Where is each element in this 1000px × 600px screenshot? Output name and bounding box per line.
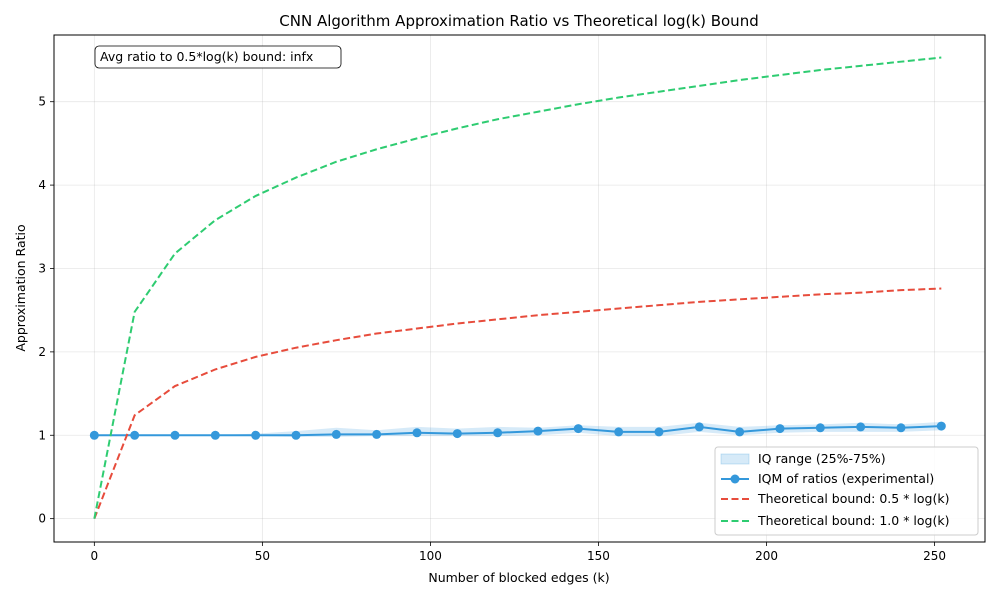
data-point [251, 431, 260, 440]
x-axis-label: Number of blocked edges (k) [428, 570, 609, 585]
x-tick-label: 150 [587, 549, 610, 563]
data-point [412, 428, 421, 437]
y-tick-label: 2 [38, 345, 46, 359]
data-point [614, 427, 623, 436]
legend-label-2: Theoretical bound: 0.5 * log(k) [757, 491, 949, 506]
data-point [775, 424, 784, 433]
data-point [211, 431, 220, 440]
y-tick-label: 1 [38, 428, 46, 442]
data-point [90, 431, 99, 440]
x-tick-label: 100 [419, 549, 442, 563]
data-point [493, 428, 502, 437]
data-point [574, 424, 583, 433]
data-point [735, 427, 744, 436]
data-point [896, 423, 905, 432]
x-tick-label: 0 [91, 549, 99, 563]
y-tick-label: 3 [38, 261, 46, 275]
x-tick-label: 50 [255, 549, 270, 563]
legend-label-band: IQ range (25%-75%) [758, 451, 886, 466]
data-point [856, 422, 865, 431]
legend-swatch-band [721, 454, 749, 464]
data-point [453, 429, 462, 438]
chart-title: CNN Algorithm Approximation Ratio vs The… [279, 12, 758, 30]
data-point [816, 423, 825, 432]
legend-marker [731, 475, 740, 484]
data-point [170, 431, 179, 440]
y-tick-label: 5 [38, 95, 46, 109]
legend: IQ range (25%-75%) IQM of ratios (experim… [715, 447, 978, 535]
data-point [654, 427, 663, 436]
y-axis-label: Approximation Ratio [13, 224, 28, 351]
data-point [332, 430, 341, 439]
x-tick-label: 200 [755, 549, 778, 563]
data-point [372, 430, 381, 439]
legend-label-1: IQM of ratios (experimental) [758, 471, 934, 486]
data-point [533, 427, 542, 436]
annotation-text: Avg ratio to 0.5*log(k) bound: infx [100, 49, 313, 64]
data-point [130, 431, 139, 440]
annotation-box: Avg ratio to 0.5*log(k) bound: infx [95, 46, 341, 68]
data-point [695, 422, 704, 431]
data-point [291, 431, 300, 440]
x-tick-label: 250 [923, 549, 946, 563]
legend-label-3: Theoretical bound: 1.0 * log(k) [757, 513, 949, 528]
y-tick-label: 4 [38, 178, 46, 192]
data-point [937, 422, 946, 431]
y-tick-label: 0 [38, 512, 46, 526]
